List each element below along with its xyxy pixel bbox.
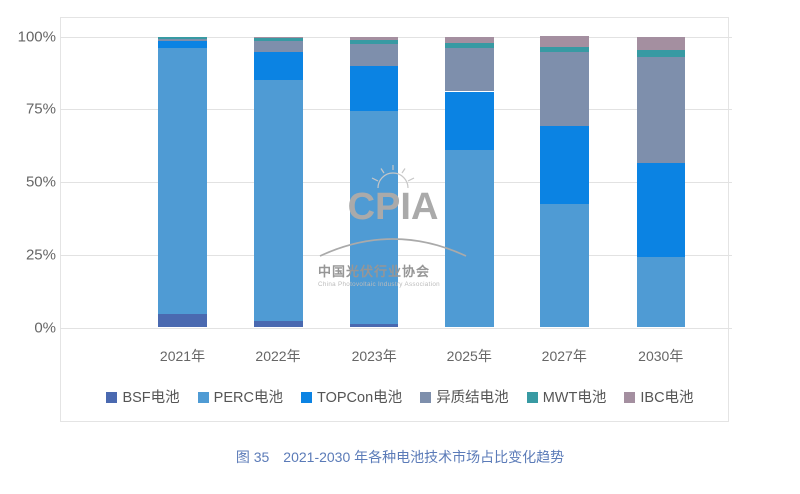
svg-text:CPIA: CPIA	[348, 186, 439, 228]
